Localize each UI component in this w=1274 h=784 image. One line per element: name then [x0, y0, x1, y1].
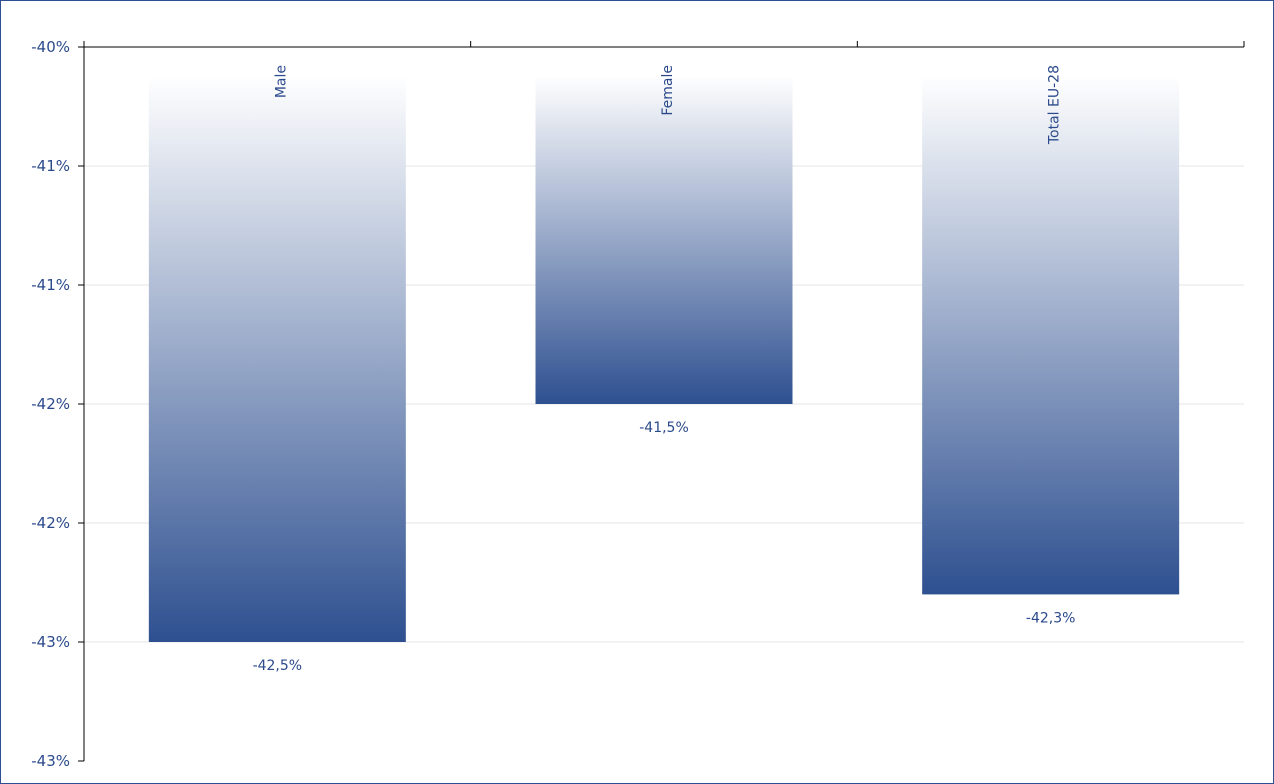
y-tick-label: -43% — [31, 752, 70, 770]
data-label: -42,3% — [1026, 610, 1076, 626]
y-tick-label: -41% — [31, 157, 70, 175]
axes — [78, 41, 1245, 762]
data-label: -42,5% — [253, 658, 303, 674]
category-label: Female — [660, 65, 676, 116]
bar-female — [535, 75, 793, 404]
bar-total-eu-28 — [922, 75, 1180, 595]
bar-male — [148, 75, 406, 642]
y-tick-label: -40% — [31, 38, 70, 56]
y-tick-label: -42% — [31, 514, 70, 532]
y-tick-label: -43% — [31, 633, 70, 651]
bars — [148, 75, 1180, 642]
y-tick-label: -41% — [31, 276, 70, 294]
category-label: Male — [273, 65, 289, 98]
category-label: Total EU-28 — [1047, 65, 1063, 145]
labels: -40% -41% -41% -42% -42% -43% -43% Male -42,5% Fe… — [31, 38, 1075, 770]
y-tick-label: -42% — [31, 395, 70, 413]
data-label: -41,5% — [639, 420, 689, 436]
